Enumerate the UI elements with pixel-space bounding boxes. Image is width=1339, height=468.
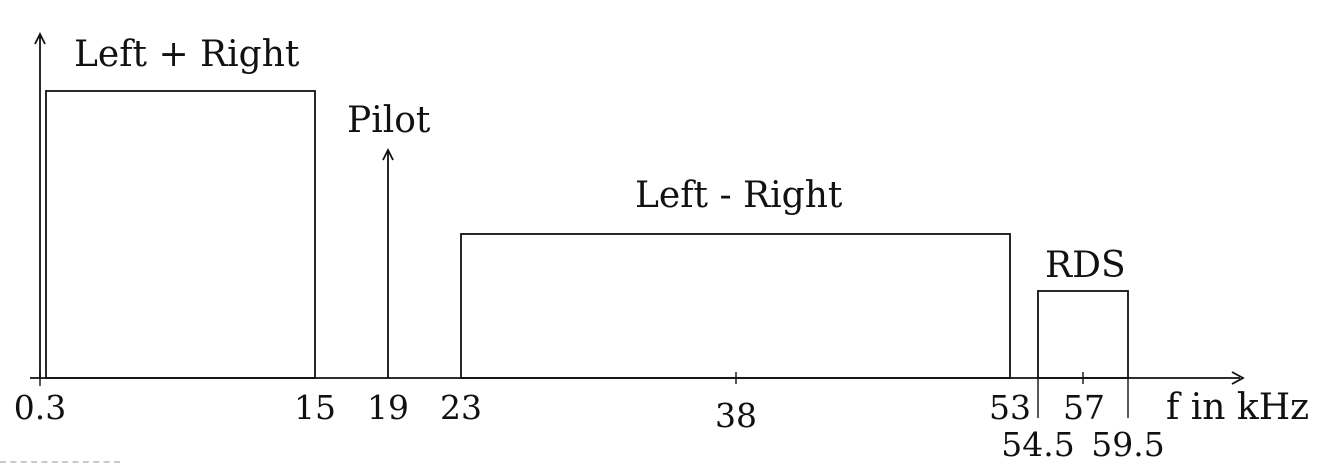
page-edge-dashes	[0, 461, 120, 463]
tick-label-53: 53	[989, 388, 1031, 427]
tick-label-57: 57	[1063, 388, 1105, 427]
label-left-plus-right: Left + Right	[74, 34, 300, 75]
band-left-minus-right	[460, 233, 1011, 379]
tick-label-54-5: 54.5	[1001, 425, 1074, 463]
band-left-plus-right	[45, 90, 316, 379]
tick-label-23: 23	[440, 388, 482, 427]
tick-label-38: 38	[715, 396, 757, 435]
tick-label-15: 15	[294, 388, 336, 427]
x-axis-ticks	[39, 372, 1084, 386]
pilot-arrow	[382, 147, 394, 378]
label-pilot: Pilot	[347, 100, 431, 141]
tick-label-19: 19	[367, 388, 409, 427]
label-rds: RDS	[1045, 245, 1126, 286]
y-axis	[34, 31, 46, 378]
band-rds	[1037, 290, 1129, 379]
tick-label-59-5: 59.5	[1091, 425, 1164, 463]
tick-label-0-3: 0.3	[14, 388, 66, 427]
label-left-minus-right: Left - Right	[635, 175, 843, 216]
x-axis-label: f in kHz	[1166, 387, 1309, 428]
